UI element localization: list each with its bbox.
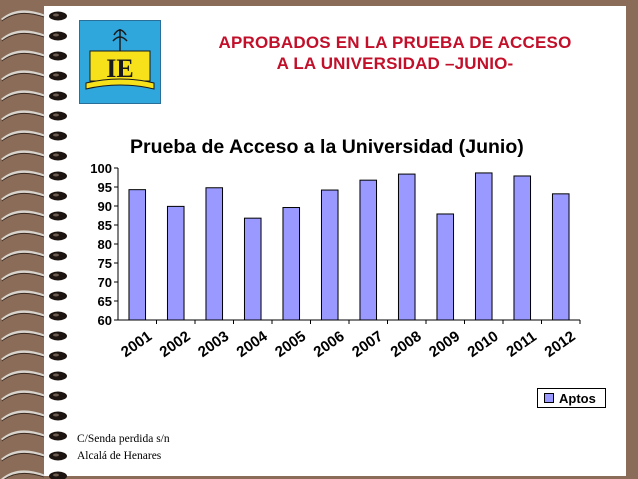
x-tick-label: 2004 xyxy=(234,327,272,360)
slide-title: APROBADOS EN LA PRUEBA DE ACCESO A LA UN… xyxy=(165,32,625,74)
chart-legend: Aptos xyxy=(537,388,606,408)
x-tick-label: 2003 xyxy=(195,328,232,361)
x-tick-label: 2002 xyxy=(157,328,194,361)
y-tick-label: 95 xyxy=(98,180,112,195)
x-tick-label: 2007 xyxy=(349,328,386,361)
bar-2010 xyxy=(474,172,493,321)
slide-title-line-2: A LA UNIVERSIDAD –JUNIO- xyxy=(276,54,514,73)
bar-2004 xyxy=(243,217,262,321)
bar-2003 xyxy=(205,187,224,321)
bar-2001 xyxy=(128,189,147,321)
footer-line-1: C/Senda perdida s/n xyxy=(77,433,170,445)
legend-label-aptos: Aptos xyxy=(559,390,596,406)
bar-2009 xyxy=(436,213,455,321)
chart-title: Prueba de Acceso a la Universidad (Junio… xyxy=(130,136,524,158)
footer-line-2: Alcalá de Henares xyxy=(77,450,162,462)
slide-title-line-1: APROBADOS EN LA PRUEBA DE ACCESO xyxy=(218,33,572,52)
x-tick-label: 2010 xyxy=(465,328,502,361)
bar-2007 xyxy=(359,179,378,321)
x-tick-label: 2001 xyxy=(118,328,155,361)
y-tick-label: 80 xyxy=(98,237,112,252)
y-tick-label: 100 xyxy=(90,161,112,176)
y-tick-label: 70 xyxy=(98,275,112,290)
y-tick-label: 90 xyxy=(98,199,112,214)
y-tick-label: 85 xyxy=(98,218,112,233)
x-tick-label: 2006 xyxy=(311,328,348,361)
x-tick-label: 2008 xyxy=(388,328,425,361)
school-logo: IE xyxy=(79,20,161,104)
bar-2012 xyxy=(551,193,570,321)
logo-text: IE xyxy=(106,54,133,83)
legend-swatch-aptos xyxy=(544,393,554,403)
bar-2005 xyxy=(282,207,301,321)
bar-2011 xyxy=(513,175,532,321)
y-tick-label: 75 xyxy=(98,256,112,271)
x-tick-label: 2012 xyxy=(542,328,579,361)
footer-address: C/Senda perdida s/n Alcalá de Henares xyxy=(77,431,170,465)
bar-2002 xyxy=(166,205,185,321)
y-tick-label: 60 xyxy=(98,313,112,328)
x-tick-label: 2005 xyxy=(272,328,309,361)
bar-2006 xyxy=(320,189,339,321)
x-tick-label: 2009 xyxy=(426,328,463,361)
y-tick-label: 65 xyxy=(98,294,112,309)
bar-2008 xyxy=(397,173,416,321)
spiral-binding xyxy=(1,10,67,479)
x-tick-label: 2011 xyxy=(503,328,539,361)
